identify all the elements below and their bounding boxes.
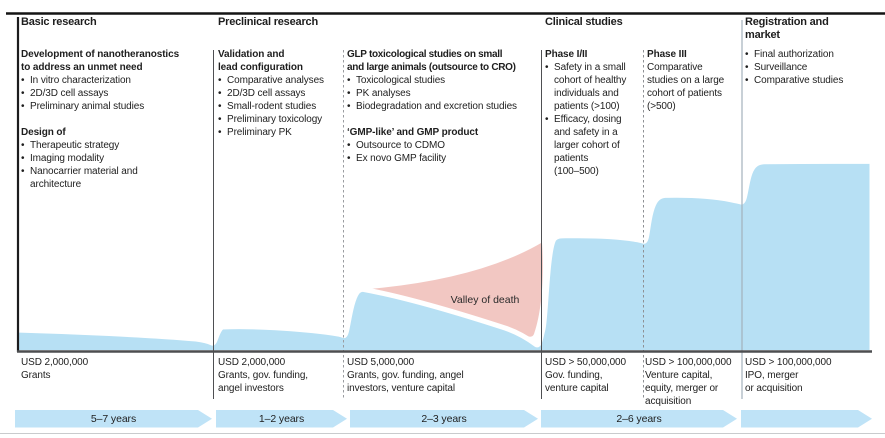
- funding-area: [13, 158, 875, 355]
- content-block: GLP toxicological studies on small and la…: [347, 48, 541, 113]
- block-title: Validation and lead configuration: [218, 49, 303, 73]
- funding-info-phase-1-2: USD > 50,000,000 Gov. funding, venture cap…: [545, 357, 626, 394]
- content-block: Final authorization Surveillance Compara…: [745, 48, 877, 87]
- timeline-arrow: [350, 410, 538, 428]
- bullet-icon: [21, 152, 30, 165]
- phase-header-basic-research: Basic research: [21, 16, 97, 28]
- phase-column-phase-3: Phase III Comparative studies on a large c…: [647, 48, 740, 113]
- bullet-icon: [745, 48, 754, 61]
- bullet-icon: [218, 126, 227, 139]
- funding-info-basic: USD 2,000,000 Grants: [21, 357, 89, 381]
- block-text: Comparative studies on a large cohort of p…: [647, 62, 725, 112]
- list-item: Final authorization: [745, 48, 877, 61]
- content-block: Phase III Comparative studies on a large c…: [647, 48, 740, 113]
- block-title: Phase III: [647, 49, 687, 60]
- valley-of-death-label: Valley of death: [450, 294, 520, 306]
- list-item: Small-rodent studies: [218, 100, 340, 113]
- list-item: Preliminary PK: [218, 126, 340, 139]
- bullet-icon: [347, 87, 356, 100]
- phase-header-clinical-studies: Clinical studies: [545, 16, 623, 28]
- timeline-arrow: [15, 410, 212, 428]
- bullet-icon: [347, 100, 356, 113]
- timeline-arrow: [541, 410, 737, 428]
- list-item: Biodegradation and excretion studies: [347, 100, 541, 113]
- list-item: Surveillance: [745, 61, 877, 74]
- bullet-icon: [21, 87, 30, 100]
- list-item: 2D/3D cell assays: [218, 87, 340, 100]
- valley-of-death-area: [364, 242, 543, 337]
- funding-info-registration: USD > 100,000,000 IPO, merger or acquisiti…: [745, 357, 832, 394]
- bullet-icon: [21, 100, 30, 113]
- bullet-icon: [545, 113, 554, 178]
- list-item: Therapeutic strategy: [21, 139, 213, 152]
- block-title: ‘GMP-like’ and GMP product: [347, 127, 479, 138]
- content-block: Design of Therapeutic strategy Imaging m…: [21, 126, 213, 191]
- funding-info-phase-3: USD > 100,000,000 Venture capital, equity,…: [645, 357, 732, 407]
- phase-column-basic: Development of nanotheranostics to addres…: [21, 48, 213, 191]
- block-title: Development of nanotheranostics to addres…: [21, 49, 180, 73]
- phase-column-registration: Final authorization Surveillance Compara…: [745, 48, 877, 87]
- phase-header-preclinical: Preclinical research: [218, 16, 318, 28]
- timeline-label: 5–7 years: [90, 413, 137, 425]
- list-item: Outsource to CDMO: [347, 139, 541, 152]
- content-block: Development of nanotheranostics to addres…: [21, 48, 213, 113]
- list-item: Comparative analyses: [218, 74, 340, 87]
- list-item: Toxicological studies: [347, 74, 541, 87]
- bullet-icon: [218, 74, 227, 87]
- block-title: GLP toxicological studies on small and la…: [347, 49, 516, 73]
- bullet-icon: [347, 139, 356, 152]
- bullet-icon: [347, 152, 356, 165]
- phase-column-glp-gmp: GLP toxicological studies on small and la…: [347, 48, 541, 165]
- bullet-icon: [545, 61, 554, 113]
- bullet-icon: [21, 74, 30, 87]
- bullet-icon: [21, 165, 30, 191]
- bullet-icon: [218, 87, 227, 100]
- list-item: Preliminary toxicology: [218, 113, 340, 126]
- timeline-label: 2–6 years: [616, 413, 662, 425]
- bullet-icon: [745, 74, 754, 87]
- list-item: Imaging modality: [21, 152, 213, 165]
- list-item: Comparative studies: [745, 74, 877, 87]
- block-title: Design of: [21, 127, 66, 138]
- timeline-arrow: [741, 410, 872, 428]
- bullet-icon: [745, 61, 754, 74]
- list-item: 2D/3D cell assays: [21, 87, 213, 100]
- funding-info-glp-gmp: USD 5,000,000 Grants, gov. funding, angel…: [347, 357, 464, 394]
- list-item: Preliminary animal studies: [21, 100, 213, 113]
- bullet-icon: [21, 139, 30, 152]
- list-item: PK analyses: [347, 87, 541, 100]
- bullet-icon: [218, 113, 227, 126]
- bullet-icon: [347, 74, 356, 87]
- block-title: Phase I/II: [545, 49, 588, 60]
- phase-header-registration: Registration and market: [745, 16, 829, 41]
- timeline-label: 2–3 years: [421, 413, 467, 425]
- bullet-icon: [218, 100, 227, 113]
- funding-info-validation: USD 2,000,000 Grants, gov. funding, angel …: [218, 357, 308, 394]
- timeline-arrow: [216, 410, 347, 428]
- timeline-label: 1–2 years: [258, 413, 305, 425]
- content-block: ‘GMP-like’ and GMP product Outsource to …: [347, 126, 541, 165]
- list-item: In vitro characterization: [21, 74, 213, 87]
- list-item: Ex novo GMP facility: [347, 152, 541, 165]
